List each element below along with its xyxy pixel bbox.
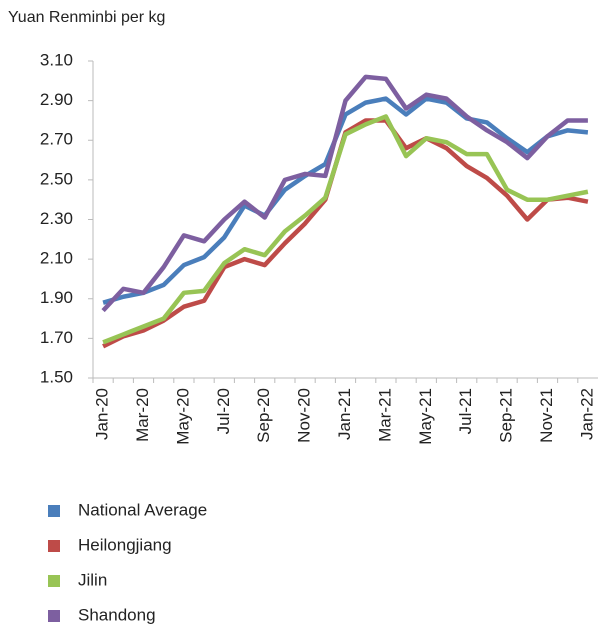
y-tick-label: 2.90 bbox=[40, 90, 73, 109]
series-line bbox=[102, 118, 589, 349]
x-tick-label: May-20 bbox=[173, 388, 192, 445]
legend-label: Jilin bbox=[78, 570, 107, 589]
y-tick-label: 2.10 bbox=[40, 249, 73, 268]
x-tick-label: Sep-20 bbox=[254, 388, 273, 443]
y-tick-label: 1.90 bbox=[40, 288, 73, 307]
series-line bbox=[102, 114, 589, 345]
y-tick-label: 2.50 bbox=[40, 169, 73, 188]
legend-label: National Average bbox=[78, 500, 207, 519]
x-tick-label: Sep-21 bbox=[497, 388, 516, 443]
x-tick-label: Jan-22 bbox=[577, 388, 596, 440]
series-line bbox=[102, 96, 589, 305]
x-tick-label: Nov-20 bbox=[295, 388, 314, 443]
legend-label: Shandong bbox=[78, 605, 156, 624]
series-line bbox=[101, 74, 588, 313]
legend-label: Heilongjiang bbox=[78, 535, 172, 554]
x-tick-label: Jan-21 bbox=[335, 388, 354, 440]
x-tick-label: Nov-21 bbox=[537, 388, 556, 443]
x-tick-label: May-21 bbox=[416, 388, 435, 445]
y-tick-label: 2.70 bbox=[40, 130, 73, 149]
x-tick-label: Jul-21 bbox=[456, 388, 475, 434]
legend-swatch bbox=[48, 540, 60, 552]
legend-swatch bbox=[48, 505, 60, 517]
x-tick-label: Jan-20 bbox=[93, 388, 112, 440]
y-tick-label: 1.50 bbox=[40, 367, 73, 386]
x-tick-label: Jul-20 bbox=[214, 388, 233, 434]
legend-swatch bbox=[48, 610, 60, 622]
y-tick-label: 3.10 bbox=[40, 50, 73, 69]
legend-swatch bbox=[48, 575, 60, 587]
y-axis-label: Yuan Renminbi per kg bbox=[8, 9, 165, 26]
x-tick-label: Mar-20 bbox=[133, 388, 152, 442]
y-tick-label: 2.30 bbox=[40, 209, 73, 228]
y-tick-label: 1.70 bbox=[40, 328, 73, 347]
x-tick-label: Mar-21 bbox=[375, 388, 394, 442]
